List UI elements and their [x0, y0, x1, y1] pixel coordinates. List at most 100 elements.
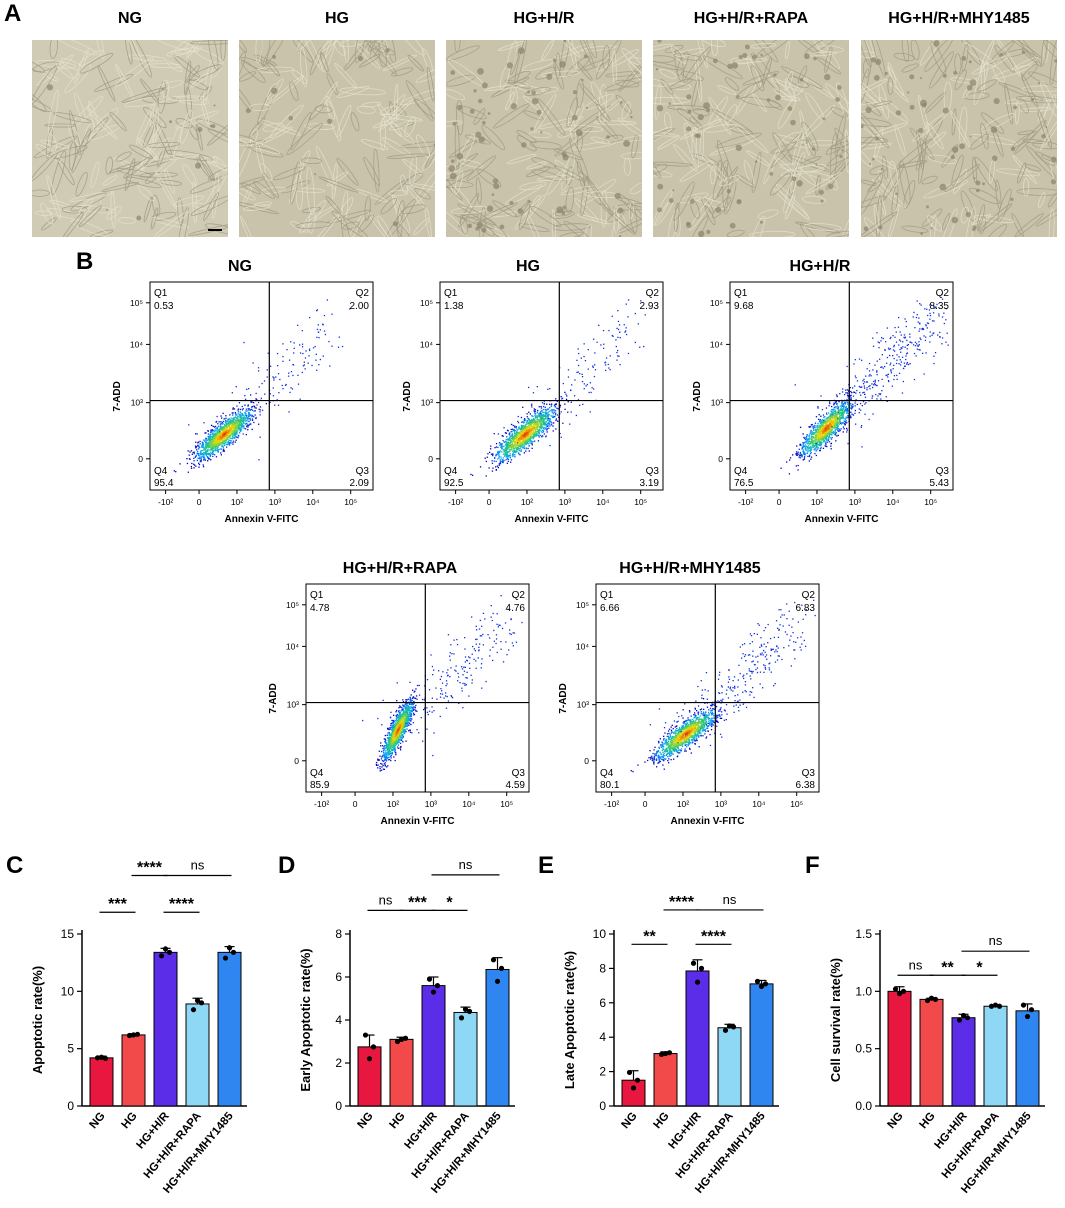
flow-event-dot: [592, 365, 594, 367]
cell-shape: [612, 48, 639, 67]
flow-event-dot: [850, 411, 852, 413]
cell-shape: [1043, 40, 1050, 63]
flow-event-dot: [225, 433, 227, 435]
flow-event-dot: [552, 409, 555, 411]
flow-event-dot: [885, 396, 887, 398]
cell-shape: [927, 154, 957, 165]
flow-event-dot: [522, 432, 524, 435]
flow-event-dot: [916, 348, 918, 350]
flow-event-dot: [542, 421, 544, 423]
flow-event-dot: [231, 433, 233, 435]
flow-event-dot: [911, 342, 913, 344]
quadrant-value-q1: 0.53: [154, 301, 174, 312]
flow-event-dot: [302, 352, 304, 355]
flow-event-dot: [220, 423, 222, 425]
cell-shape: [1032, 141, 1057, 150]
flow-event-dot: [202, 456, 204, 458]
flow-event-dot: [512, 438, 514, 440]
flow-event-dot: [530, 440, 532, 443]
flow-event-dot: [215, 444, 217, 447]
flow-event-dot: [200, 452, 202, 454]
flow-event-dot: [191, 462, 193, 465]
flow-event-dot: [862, 383, 865, 385]
flow-event-dot: [235, 417, 237, 419]
flow-event-dot: [311, 364, 313, 367]
flow-event-dot: [240, 420, 243, 422]
flow-event-dot: [229, 439, 231, 442]
flow-event-dot: [514, 442, 516, 444]
flow-event-dot: [504, 454, 506, 457]
flow-event-dot: [552, 416, 555, 418]
flow-event-dot: [555, 412, 557, 414]
cell-shape: [306, 167, 315, 216]
flow-event-dot: [208, 458, 211, 460]
flow-event-dot: [517, 415, 519, 418]
cell-shape: [207, 40, 219, 70]
flow-event-dot: [909, 333, 911, 335]
flow-event-dot: [523, 446, 525, 448]
flow-event-dot: [617, 310, 619, 312]
cell-shape: [101, 181, 140, 193]
flow-event-dot: [204, 458, 206, 460]
flow-event-dot: [543, 415, 545, 417]
flow-event-dot: [520, 416, 523, 419]
flow-event-dot: [528, 430, 531, 432]
cell-shape: [867, 180, 883, 193]
cell-shape: [259, 163, 273, 181]
flow-event-dot: [194, 456, 197, 458]
cell-shape: [918, 94, 930, 136]
cell-shape: [299, 46, 308, 88]
cell-shape: [708, 96, 732, 135]
flow-event-dot: [898, 356, 900, 358]
flow-event-dot: [866, 368, 868, 370]
flow-event-dot: [537, 432, 539, 434]
flow-event-dot: [889, 337, 891, 340]
cell-debris: [951, 146, 959, 153]
flow-event-dot: [246, 422, 248, 425]
flow-event-dot: [200, 451, 202, 454]
flow-event-dot: [831, 411, 833, 413]
flow-event-dot: [245, 416, 247, 418]
flow-event-dot: [546, 428, 548, 430]
flow-event-dot: [609, 355, 611, 357]
cell-shape: [628, 57, 642, 66]
flow-event-dot: [512, 453, 514, 455]
flow-event-dot: [204, 432, 206, 434]
cell-shape: [784, 70, 794, 92]
flow-event-dot: [554, 416, 556, 418]
flow-event-dot: [549, 423, 551, 425]
flow-event-dot: [241, 420, 243, 423]
cell-shape: [64, 64, 92, 94]
flow-event-dot: [887, 380, 890, 382]
flow-event-dot: [241, 414, 243, 416]
flow-event-dot: [830, 432, 832, 434]
flow-event-dot: [297, 374, 299, 376]
flow-event-dot: [532, 429, 534, 431]
flow-event-dot: [788, 473, 791, 475]
cell-debris: [469, 109, 475, 114]
cell-shape: [1041, 154, 1057, 163]
flow-event-dot: [203, 451, 205, 454]
flow-event-dot: [241, 413, 243, 415]
flow-event-dot: [520, 433, 522, 436]
cell-shape: [683, 123, 700, 167]
flow-event-dot: [902, 346, 904, 348]
flow-event-dot: [246, 425, 248, 427]
flow-event-dot: [237, 408, 240, 410]
flow-event-dot: [542, 427, 545, 430]
flow-event-dot: [516, 428, 518, 431]
flow-event-dot: [220, 429, 222, 431]
flow-event-dot: [511, 436, 514, 438]
flow-event-dot: [810, 442, 812, 444]
cell-shape: [979, 203, 1013, 232]
cell-shape: [372, 117, 400, 129]
cell-shape: [131, 40, 153, 78]
flow-event-dot: [529, 421, 531, 423]
flow-event-dot: [615, 339, 617, 341]
flow-event-dot: [205, 437, 207, 439]
flow-event-dot: [539, 412, 541, 414]
flow-event-dot: [293, 352, 295, 354]
flow-event-dot: [533, 434, 535, 436]
flow-event-dot: [220, 442, 222, 445]
flow-event-dot: [602, 330, 605, 332]
